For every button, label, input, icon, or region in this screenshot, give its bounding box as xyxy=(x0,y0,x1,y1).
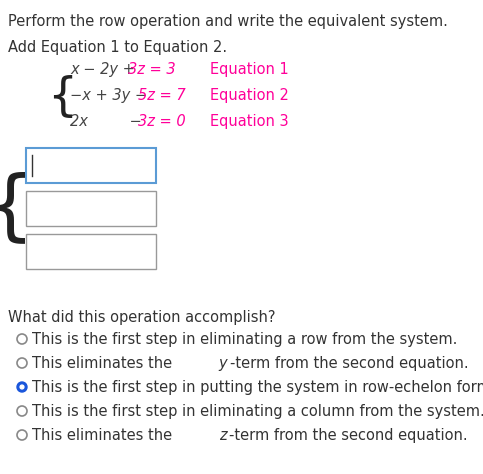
Text: {: { xyxy=(47,74,77,119)
Text: −x + 3y −: −x + 3y − xyxy=(70,88,152,103)
Circle shape xyxy=(20,385,24,389)
Text: Add Equation 1 to Equation 2.: Add Equation 1 to Equation 2. xyxy=(8,40,227,55)
Text: This eliminates the: This eliminates the xyxy=(32,356,177,371)
Text: Equation 1: Equation 1 xyxy=(210,62,289,77)
FancyBboxPatch shape xyxy=(26,148,156,183)
Text: 3z = 0: 3z = 0 xyxy=(138,114,185,129)
Text: -term from the second equation.: -term from the second equation. xyxy=(228,428,467,443)
Text: 3z = 3: 3z = 3 xyxy=(128,62,176,77)
FancyBboxPatch shape xyxy=(26,234,156,269)
Text: y: y xyxy=(219,356,227,371)
Circle shape xyxy=(17,382,27,392)
Text: 5z = 7: 5z = 7 xyxy=(138,88,185,103)
Text: Equation 2: Equation 2 xyxy=(210,88,289,103)
Text: This is the first step in putting the system in row-echelon form.: This is the first step in putting the sy… xyxy=(32,380,483,395)
Text: Equation 3: Equation 3 xyxy=(210,114,289,129)
FancyBboxPatch shape xyxy=(26,191,156,226)
Text: This eliminates the: This eliminates the xyxy=(32,428,177,443)
Text: This is the first step in eliminating a row from the system.: This is the first step in eliminating a … xyxy=(32,332,457,347)
Text: {: { xyxy=(0,172,34,246)
Text: This is the first step in eliminating a column from the system.: This is the first step in eliminating a … xyxy=(32,404,483,419)
Text: -term from the second equation.: -term from the second equation. xyxy=(230,356,469,371)
Text: z: z xyxy=(219,428,227,443)
Text: Perform the row operation and write the equivalent system.: Perform the row operation and write the … xyxy=(8,14,448,29)
Text: x − 2y +: x − 2y + xyxy=(70,62,140,77)
Text: 2x         −: 2x − xyxy=(70,114,146,129)
Text: What did this operation accomplish?: What did this operation accomplish? xyxy=(8,310,275,325)
